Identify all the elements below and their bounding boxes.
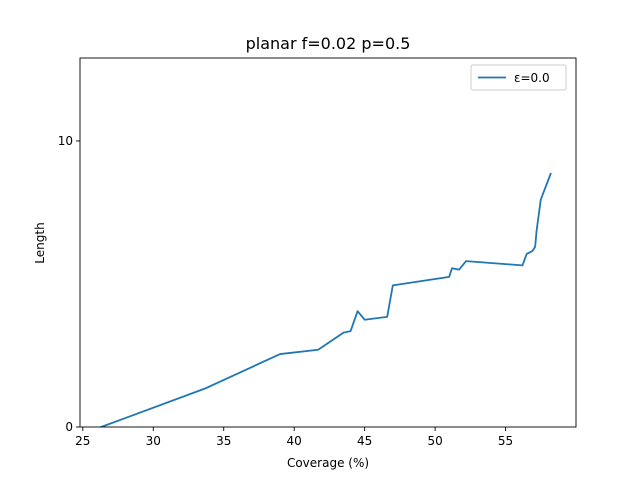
x-tick-label: 55	[498, 434, 513, 448]
legend-label-0: ε=0.0	[514, 71, 550, 85]
plot-background	[80, 58, 576, 427]
legend-box	[470, 64, 567, 91]
chart-title: planar f=0.02 p=0.5	[246, 34, 411, 53]
x-tick-label: 35	[216, 434, 231, 448]
x-tick-label: 30	[146, 434, 161, 448]
x-tick-label: 25	[75, 434, 90, 448]
y-axis-label: Length	[33, 222, 47, 263]
y-tick-label: 0	[65, 420, 73, 434]
x-tick-label: 40	[287, 434, 302, 448]
y-tick-label: 10	[58, 134, 73, 148]
x-tick-label: 45	[357, 434, 372, 448]
plot-frame	[79, 57, 577, 428]
x-axis-label: Coverage (%)	[287, 456, 369, 470]
x-tick-label: 50	[427, 434, 442, 448]
legend: ε=0.0	[470, 64, 567, 91]
series-line-0	[99, 172, 552, 427]
plot-area: 25 30 35 40 45 50 55 0 10	[58, 57, 577, 448]
